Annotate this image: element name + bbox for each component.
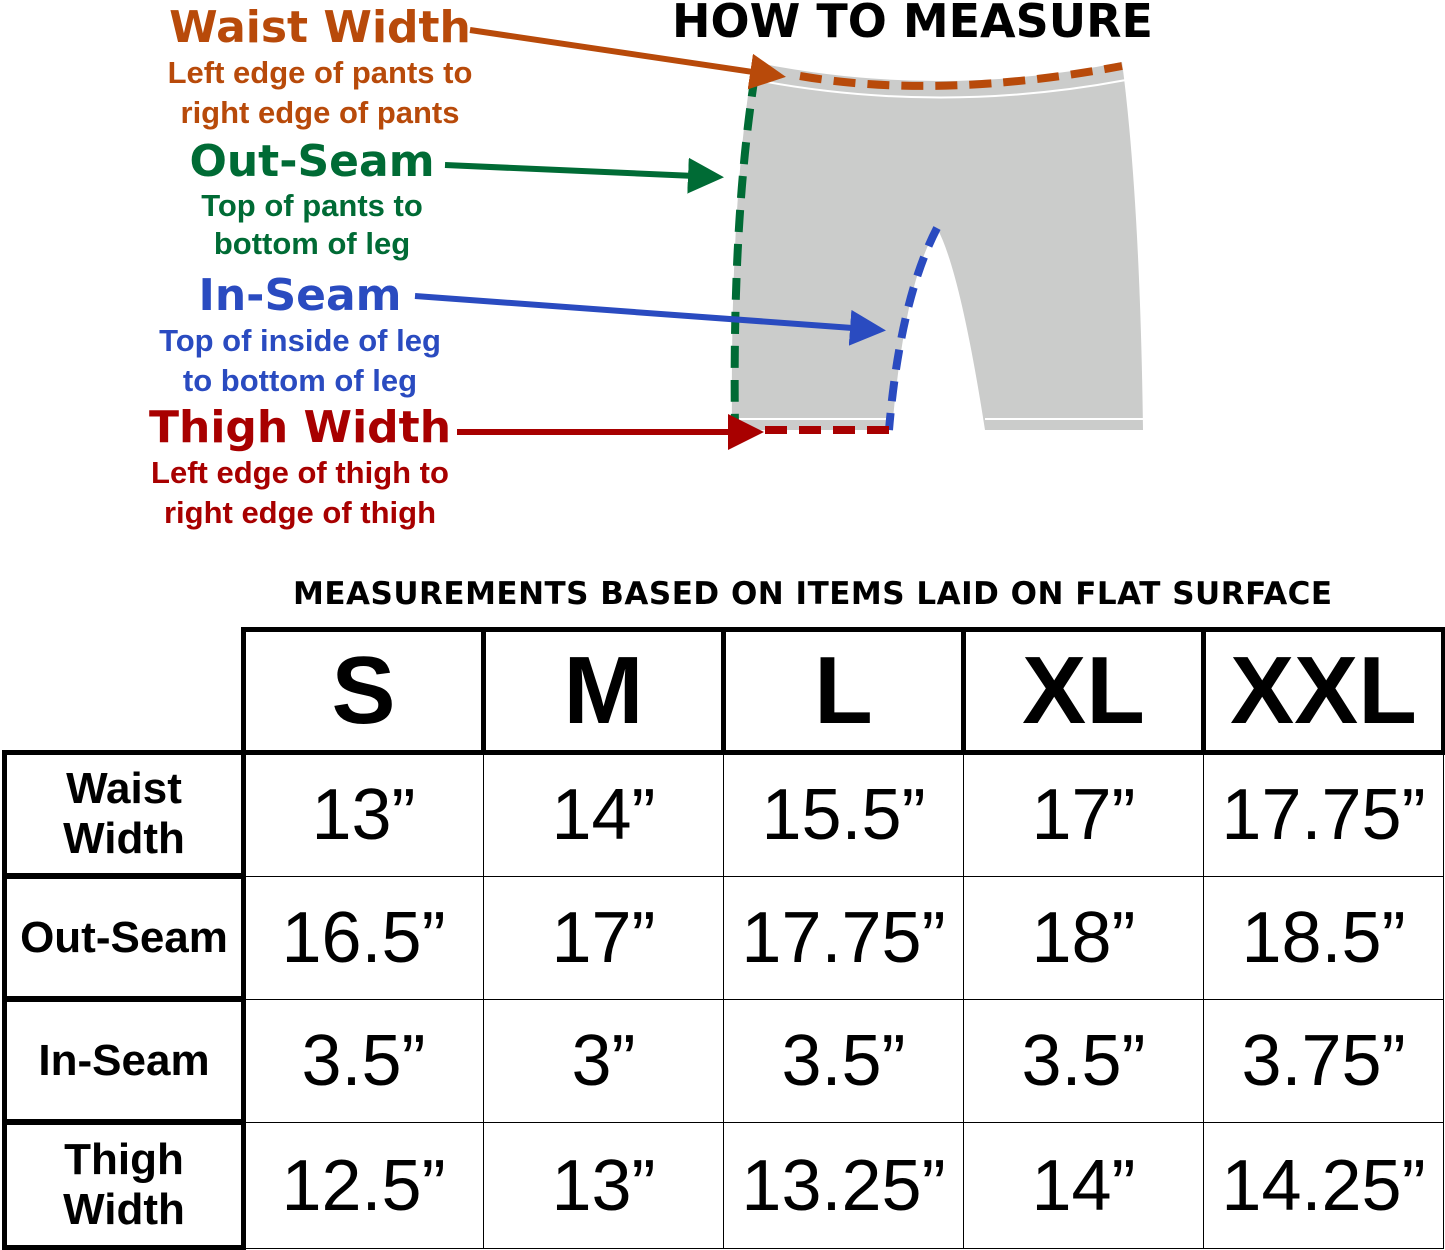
row-label: Out-Seam <box>2 874 246 1001</box>
size-header-xxl: XXL <box>1201 627 1445 755</box>
table-cell: 3.75” <box>1203 999 1444 1123</box>
table-cell: 18” <box>963 876 1204 1000</box>
page-title: HOW TO MEASURE <box>672 0 1153 48</box>
inseam-arrow <box>414 293 886 346</box>
table-cell: 14” <box>963 1122 1204 1249</box>
table-cell: 3.5” <box>723 999 964 1123</box>
size-header-l: L <box>721 627 966 755</box>
pants-shape <box>731 62 1143 430</box>
legend-outseam: Out-Seam Top of pants to bottom of leg <box>189 136 435 261</box>
table-cell: 17” <box>483 876 724 1000</box>
table-cell: 3” <box>483 999 724 1123</box>
outseam-dashed-line <box>730 74 759 429</box>
table-cell: 13.25” <box>723 1122 964 1249</box>
waistband-line <box>755 79 1127 99</box>
table-cell: 3.5” <box>963 999 1204 1123</box>
size-header-s: S <box>241 627 486 755</box>
legend-thigh: Thigh Width Left edge of thigh to right … <box>148 402 452 530</box>
waist-dashed-line <box>799 62 1123 90</box>
legend-inseam: In-Seam Top of inside of leg to bottom o… <box>159 270 441 398</box>
size-header-xl: XL <box>961 627 1206 755</box>
pants-diagram <box>414 27 1143 450</box>
table-cell: 17” <box>963 752 1204 877</box>
table-note: MEASUREMENTS BASED ON ITEMS LAID ON FLAT… <box>293 576 1333 612</box>
legend-waist: Waist Width Left edge of pants to right … <box>167 2 473 130</box>
row-label: Waist Width <box>2 750 246 878</box>
table-cell: 18.5” <box>1203 876 1444 1000</box>
size-header-m: M <box>481 627 726 755</box>
waist-arrow <box>469 27 786 90</box>
row-label: Thigh Width <box>2 1120 246 1250</box>
table-cell: 15.5” <box>723 752 964 877</box>
inseam-dashed-line <box>885 226 941 431</box>
table-cell: 14” <box>483 752 724 877</box>
row-label: In-Seam <box>2 997 246 1124</box>
table-cell: 17.75” <box>723 876 964 1000</box>
table-cell: 14.25” <box>1203 1122 1444 1249</box>
table-cell: 13” <box>483 1122 724 1249</box>
table-cell: 3.5” <box>243 999 484 1123</box>
table-cell: 12.5” <box>243 1122 484 1249</box>
table-cell: 13” <box>243 752 484 877</box>
table-cell: 16.5” <box>243 876 484 1000</box>
outseam-arrow <box>444 157 724 194</box>
table-cell: 17.75” <box>1203 752 1444 877</box>
